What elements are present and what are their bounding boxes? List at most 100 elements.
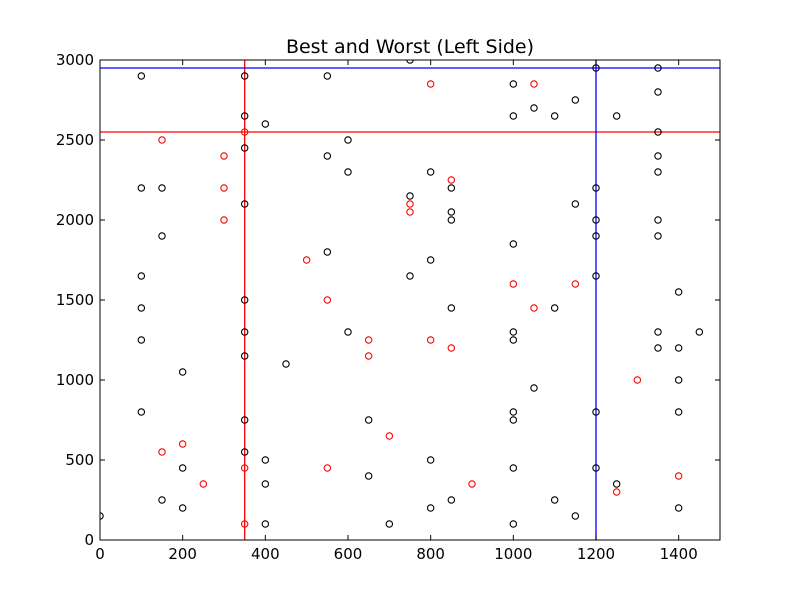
scatter-point	[240, 352, 249, 360]
scatter-point	[406, 192, 414, 200]
scatter-point	[654, 64, 662, 72]
scatter-point	[509, 464, 518, 472]
scatter-point	[530, 304, 538, 312]
scatter-point	[509, 416, 518, 424]
x-tick-label: 0	[95, 545, 105, 563]
scatter-point	[447, 184, 456, 192]
scatter-point	[385, 520, 394, 528]
scatter-point	[158, 184, 166, 192]
scatter-point	[158, 136, 166, 144]
scatter-point	[530, 80, 538, 88]
scatter-point	[530, 384, 538, 392]
scatter-point	[447, 344, 456, 352]
scatter-point	[509, 520, 518, 528]
scatter-point	[137, 272, 146, 280]
scatter-point	[178, 504, 187, 512]
plot-area	[100, 60, 720, 540]
scatter-point	[674, 376, 683, 384]
scatter-point	[571, 280, 580, 288]
scatter-point	[240, 520, 249, 528]
scatter-point	[509, 336, 518, 344]
scatter-point	[509, 112, 518, 120]
scatter-point	[509, 408, 518, 416]
scatter-point	[530, 104, 538, 112]
scatter-point	[178, 440, 187, 448]
scatter-point	[220, 184, 228, 192]
scatter-point	[447, 496, 456, 504]
scatter-point	[426, 456, 435, 464]
scatter-point	[240, 144, 249, 152]
scatter-point	[468, 480, 476, 488]
scatter-point	[178, 368, 187, 376]
y-tick-label: 1500	[56, 291, 94, 309]
scatter-point	[509, 328, 518, 336]
x-tick-label: 800	[416, 545, 445, 563]
scatter-point	[592, 464, 600, 472]
axes: 0 200 400 600 800 1000 1200 1400 0 500 1000 1500 200…	[56, 51, 721, 563]
scatter-point	[406, 208, 414, 216]
scatter-point	[158, 448, 166, 456]
scatter-point	[550, 496, 559, 504]
scatter-point	[240, 200, 249, 208]
scatter-point	[674, 408, 683, 416]
scatter-point	[674, 344, 683, 352]
scatter-point	[302, 256, 311, 264]
scatter-point	[571, 96, 580, 104]
scatter-point	[240, 328, 249, 336]
scatter-point	[344, 136, 352, 144]
scatter-point	[406, 272, 414, 280]
scatter-point	[592, 216, 600, 224]
scatter-point	[571, 200, 580, 208]
scatter-point	[612, 488, 621, 496]
scatter-point	[364, 336, 373, 344]
scatter-point	[240, 72, 249, 80]
scatter-point	[509, 80, 518, 88]
scatter-point	[509, 280, 518, 288]
scatter-point	[550, 112, 559, 120]
scatter-point	[509, 240, 518, 248]
scatter-point	[323, 248, 332, 256]
scatter-point	[426, 336, 435, 344]
scatter-point	[240, 112, 249, 120]
x-tick-label: 400	[251, 545, 280, 563]
scatter-point	[220, 216, 228, 224]
scatter-point	[571, 512, 580, 520]
scatter-point	[344, 328, 352, 336]
scatter-point	[261, 456, 270, 464]
scatter-point	[240, 416, 249, 424]
y-tick-label: 2000	[56, 211, 94, 229]
scatter-point	[158, 496, 166, 504]
scatter-point	[654, 152, 662, 160]
y-tick-label: 500	[65, 451, 94, 469]
scatter-point	[654, 88, 662, 96]
scatter-point	[426, 256, 435, 264]
scatter-point	[654, 216, 662, 224]
scatter-point	[344, 168, 352, 176]
scatter-point	[674, 504, 683, 512]
x-tick-label: 200	[168, 545, 197, 563]
y-tick-label: 2500	[56, 131, 94, 149]
scatter-point	[654, 344, 662, 352]
scatter-point	[364, 472, 373, 480]
scatter-point	[406, 200, 414, 208]
chart-title: Best and Worst (Left Side)	[286, 36, 534, 58]
scatter-point	[323, 72, 332, 80]
scatter-point	[261, 480, 270, 488]
scatter-point	[592, 272, 600, 280]
scatter-point	[592, 232, 600, 240]
scatter-point	[426, 168, 435, 176]
scatter-point	[447, 304, 456, 312]
y-tick-label: 1000	[56, 371, 94, 389]
x-tick-label: 600	[334, 545, 363, 563]
scatter-point	[426, 504, 435, 512]
scatter-point	[199, 480, 208, 488]
scatter-point	[282, 360, 290, 368]
scatter-point	[612, 480, 621, 488]
scatter-point	[240, 448, 249, 456]
scatter-point	[323, 296, 332, 304]
scatter-point	[137, 304, 146, 312]
scatter-point	[612, 112, 621, 120]
scatter-point	[323, 152, 332, 160]
scatter-point	[137, 184, 146, 192]
scatter-point	[447, 208, 456, 216]
